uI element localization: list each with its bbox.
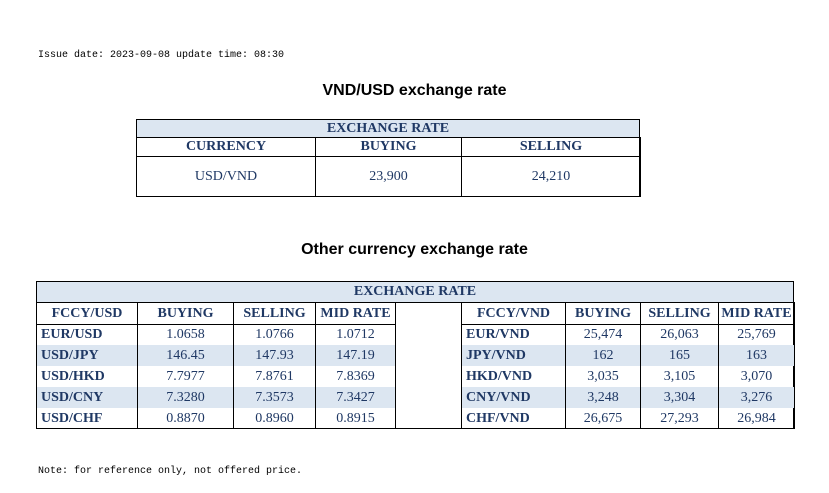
column-header: SELLING (461, 137, 641, 157)
column-header: BUYING (315, 137, 462, 157)
table-cell: 3,276 (718, 387, 795, 408)
table-cell: 147.93 (233, 345, 316, 366)
table-cell: 7.8761 (233, 366, 316, 387)
column-header: BUYING (565, 302, 641, 325)
table-cell: 24,210 (461, 156, 641, 197)
issue-date: Issue date: 2023-09-08 update time: 08:3… (38, 50, 285, 61)
table-cell: EUR/USD (36, 324, 138, 345)
column-header: FCCY/USD (36, 302, 138, 325)
table-cell: 7.8369 (315, 366, 396, 387)
table-cell: JPY/VND (461, 345, 566, 366)
table-caption: EXCHANGE RATE (36, 281, 794, 303)
table-cell: 7.3280 (137, 387, 234, 408)
table-cell: USD/CNY (36, 387, 138, 408)
table-cell: USD/HKD (36, 366, 138, 387)
table-cell: CNY/VND (461, 387, 566, 408)
table-cell: 162 (565, 345, 641, 366)
table-cell: 3,304 (640, 387, 719, 408)
table-caption: EXCHANGE RATE (136, 119, 640, 138)
table-cell: 26,675 (565, 408, 641, 429)
column-header: SELLING (640, 302, 719, 325)
section-title: Other currency exchange rate (301, 241, 528, 258)
table-cell: 3,035 (565, 366, 641, 387)
column-header: FCCY/VND (461, 302, 566, 325)
table-cell: 1.0712 (315, 324, 396, 345)
table-cell: 0.8870 (137, 408, 234, 429)
table-cell: 23,900 (315, 156, 462, 197)
table-cell: 7.7977 (137, 366, 234, 387)
table-cell: 163 (718, 345, 795, 366)
table-cell: 3,105 (640, 366, 719, 387)
table-cell: 1.0658 (137, 324, 234, 345)
column-header: MID RATE (718, 302, 795, 325)
table-cell: 0.8960 (233, 408, 316, 429)
column-header: CURRENCY (136, 137, 316, 157)
table-cell: 3,070 (718, 366, 795, 387)
table-cell: 26,063 (640, 324, 719, 345)
table-cell: 1.0766 (233, 324, 316, 345)
table-cell: 27,293 (640, 408, 719, 429)
column-header: SELLING (233, 302, 316, 325)
table-cell: 25,769 (718, 324, 795, 345)
table-cell: 7.3427 (315, 387, 396, 408)
table-cell: 7.3573 (233, 387, 316, 408)
section-title: VND/USD exchange rate (322, 82, 507, 99)
table-cell: 147.19 (315, 345, 396, 366)
footer-note: Note: for reference only, not offered pr… (38, 466, 303, 477)
table-cell: USD/JPY (36, 345, 138, 366)
table-cell: 25,474 (565, 324, 641, 345)
table-cell: USD/CHF (36, 408, 138, 429)
table-cell: 165 (640, 345, 719, 366)
table-cell: 0.8915 (315, 408, 396, 429)
column-header: MID RATE (315, 302, 396, 325)
table-cell: 146.45 (137, 345, 234, 366)
table-cell: HKD/VND (461, 366, 566, 387)
table-cell: EUR/VND (461, 324, 566, 345)
column-header: BUYING (137, 302, 234, 325)
table-cell: CHF/VND (461, 408, 566, 429)
table-cell: 26,984 (718, 408, 795, 429)
table-cell: 3,248 (565, 387, 641, 408)
table-cell: USD/VND (136, 156, 316, 197)
